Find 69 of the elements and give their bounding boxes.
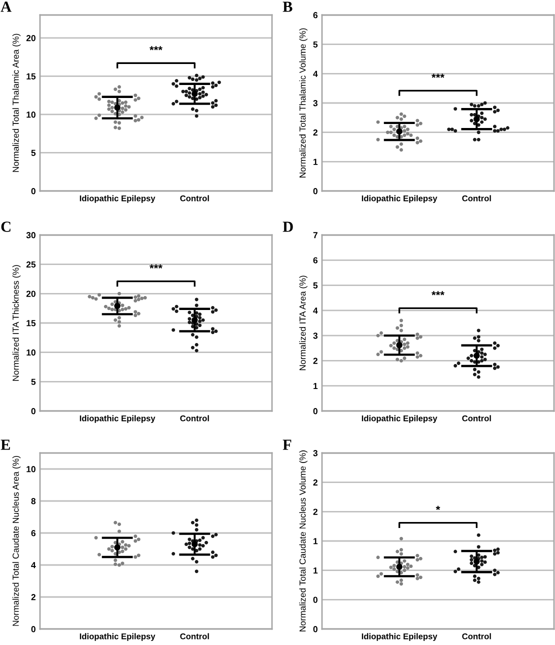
y-tick-label: 25 [26, 261, 36, 268]
y-tick-label: 3 [313, 450, 318, 456]
y-tick-label: 10 [26, 349, 36, 356]
y-axis-title: Normalized Total Caudate Nucleus Volume (%) [299, 450, 308, 632]
x-tick-label: Idiopathic Epilepsy [362, 415, 438, 423]
y-tick-label: 5 [31, 150, 36, 156]
y-tick-label: 1 [314, 383, 318, 390]
chart-title: E [0, 440, 10, 450]
x-tick-label: Control [180, 633, 209, 640]
y-tick-label: 4 [313, 70, 318, 77]
y-tick-label: 4 [313, 308, 318, 314]
x-tick-label: Control [462, 415, 491, 422]
annotation: *** [432, 74, 444, 78]
x-tick-label: Idiopathic Epilepsy [80, 633, 156, 641]
y-tick-label: 6 [313, 12, 318, 18]
y-tick-label: 6 [313, 257, 318, 264]
y-tick-label: 6 [31, 530, 36, 536]
y-tick-label: 0 [31, 408, 36, 414]
y-axis-title: Normalized Total Thalamic Area (%) [12, 34, 21, 172]
y-tick-label: 10 [26, 466, 36, 472]
y-axis-title: Normalized ITA Area (%) [299, 276, 308, 370]
x-tick-label: Control [180, 195, 209, 202]
annotation: *** [150, 264, 162, 268]
y-tick-label: 8 [31, 498, 36, 504]
y-tick-label: 3 [313, 100, 318, 106]
y-tick-label: 15 [26, 320, 36, 326]
y-tick-label: 3 [313, 332, 318, 339]
chart-title: C [1, 222, 10, 232]
y-axis-title: Normalized Total Thalamic Volume (%) [299, 28, 308, 178]
y-tick-label: 5 [313, 282, 318, 289]
y-tick-label: 2 [313, 479, 318, 486]
y-tick-label: 0 [31, 626, 36, 632]
y-tick-label: 0 [313, 188, 318, 194]
y-tick-label: 1 [314, 158, 318, 165]
annotation: * [436, 506, 440, 510]
chart-title: B [282, 2, 292, 12]
y-tick-label: 2 [313, 508, 318, 515]
y-tick-label: 1 [314, 567, 318, 574]
y-tick-label: 4 [31, 562, 36, 568]
y-tick-label: 1 [314, 538, 318, 544]
annotation: *** [150, 46, 162, 50]
y-tick-label: 0 [31, 188, 36, 194]
y-tick-label: 20 [26, 35, 36, 42]
y-tick-label: 5 [31, 378, 36, 385]
y-tick-label: 2 [313, 129, 318, 136]
chart-title: D [282, 222, 293, 232]
y-tick-label: 10 [26, 112, 36, 118]
y-tick-label: 0 [313, 408, 318, 414]
y-tick-label: 15 [26, 73, 36, 80]
y-axis-title: Normalized Total Caudate Nucleus Area (%) [12, 456, 21, 626]
x-tick-label: Idiopathic Epilepsy [80, 415, 156, 423]
y-axis-title: Normalized ITA Thickness (%) [12, 265, 21, 381]
x-tick-label: Control [180, 415, 209, 422]
y-tick-label: 2 [31, 594, 36, 600]
y-tick-label: 0 [313, 626, 318, 632]
y-tick-label: 7 [313, 232, 318, 238]
x-tick-label: Idiopathic Epilepsy [362, 195, 438, 203]
x-tick-label: Idiopathic Epilepsy [362, 633, 438, 641]
chart-title: F [282, 440, 292, 450]
x-tick-label: Control [462, 633, 491, 640]
x-tick-label: Idiopathic Epilepsy [80, 195, 156, 203]
y-tick-label: 2 [313, 358, 318, 364]
chart-title: A [0, 2, 12, 12]
y-tick-label: 30 [26, 232, 36, 238]
y-tick-label: 5 [313, 41, 318, 48]
annotation: *** [432, 291, 444, 296]
y-tick-label: 20 [26, 290, 36, 297]
y-tick-label: 0 [313, 596, 318, 603]
x-tick-label: Control [462, 195, 491, 202]
